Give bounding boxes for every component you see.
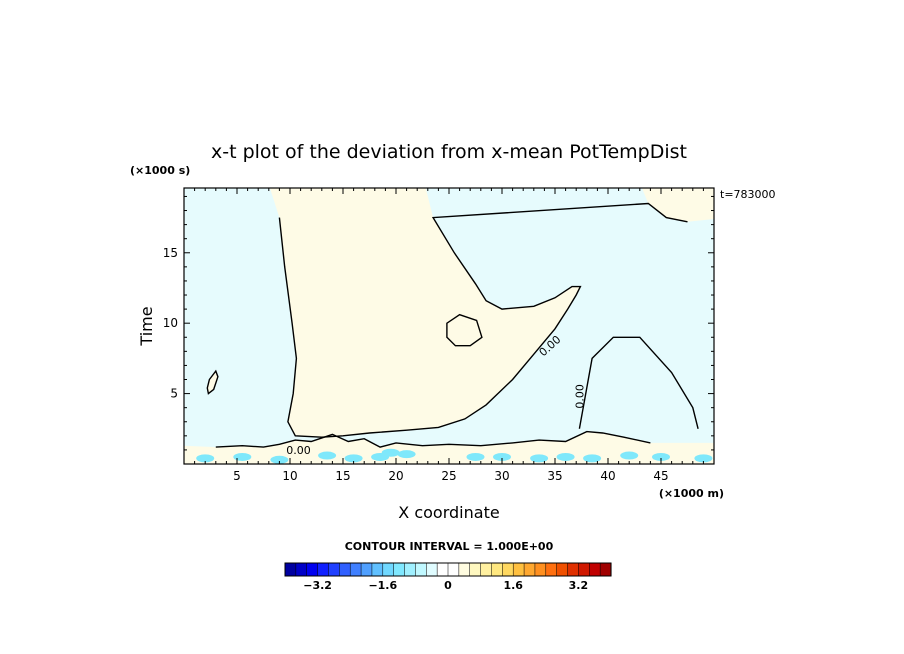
negative-region-0 bbox=[184, 188, 714, 464]
colorbar-cell-1 bbox=[295, 562, 308, 577]
zero-contour-pos-2 bbox=[215, 430, 651, 448]
contour-fills bbox=[184, 188, 714, 464]
colorbar-cell-27 bbox=[578, 562, 590, 577]
colorbar-cell-10 bbox=[393, 562, 406, 577]
y-axis: 5 10 15 bbox=[163, 195, 714, 451]
colorbar-cell-14 bbox=[436, 562, 449, 577]
positive-region-1 bbox=[207, 371, 218, 394]
x-unit-label: (×1000 m) bbox=[659, 487, 724, 500]
strong-negative-patch-12 bbox=[583, 454, 602, 463]
colorbar-cell-13 bbox=[426, 562, 438, 577]
colorbar-cell-22 bbox=[523, 562, 536, 577]
plot-area bbox=[184, 188, 714, 464]
colorbar-cell-20 bbox=[502, 562, 514, 577]
colorbar-tick-label-2: 0 bbox=[444, 579, 452, 592]
colorbar-cell-25 bbox=[556, 562, 569, 577]
chart-title: x-t plot of the deviation from x-mean Po… bbox=[211, 141, 687, 163]
colorbar-cell-18 bbox=[480, 562, 493, 577]
zero-contour-pos-1 bbox=[206, 369, 219, 395]
x-axis: 5 10 15 20 25 30 35 40 45 bbox=[194, 188, 704, 483]
colorbar-cell-15 bbox=[447, 562, 460, 577]
strong-negative-patch-11 bbox=[556, 452, 575, 461]
strong-negative-patch-1 bbox=[233, 452, 252, 461]
positive-region-0 bbox=[446, 314, 482, 346]
zero-contour-pos-0 bbox=[446, 313, 483, 347]
colorbar-cell-19 bbox=[491, 562, 503, 577]
y-tick-label-2: 15 bbox=[163, 246, 178, 260]
contour-lines bbox=[206, 202, 699, 448]
x-tick-label-6: 35 bbox=[547, 469, 562, 483]
x-tick-label-4: 25 bbox=[441, 469, 456, 483]
zero-contour-0 bbox=[278, 202, 688, 438]
positive-region-2 bbox=[184, 431, 714, 464]
y-unit-label: (×1000 s) bbox=[130, 164, 190, 177]
y-axis-label: Time bbox=[137, 306, 156, 346]
x-tick-label-8: 45 bbox=[653, 469, 668, 483]
colorbar-cell-16 bbox=[458, 562, 471, 577]
colorbar-tick-label-3: 1.6 bbox=[503, 579, 523, 592]
x-tick-label-7: 40 bbox=[600, 469, 615, 483]
strong-negative-patch-0 bbox=[196, 454, 215, 463]
zero-contour-1 bbox=[578, 336, 699, 429]
strong-negative-patch-13 bbox=[620, 451, 639, 460]
x-tick-label-5: 30 bbox=[494, 469, 509, 483]
colorbar-cell-24 bbox=[545, 562, 558, 577]
colorbar-cell-12 bbox=[415, 562, 427, 577]
colorbar-cell-21 bbox=[512, 562, 525, 577]
colorbar-cell-17 bbox=[469, 562, 482, 577]
contour-label-1: 0.00 bbox=[573, 384, 586, 409]
colorbar-cell-4 bbox=[328, 562, 340, 577]
colorbar-cell-26 bbox=[567, 562, 579, 577]
colorbar-cell-2 bbox=[306, 562, 319, 577]
colorbar-cell-0 bbox=[284, 562, 297, 577]
strong-negative-patch-2 bbox=[270, 455, 289, 464]
x-tick-label-3: 20 bbox=[388, 469, 403, 483]
colorbar-cell-23 bbox=[534, 562, 547, 577]
strong-negative-patch-6 bbox=[381, 448, 400, 457]
negative-region-1 bbox=[579, 337, 699, 429]
contour-interval-label: CONTOUR INTERVAL = 1.000E+00 bbox=[345, 540, 554, 553]
strong-negative-patch-8 bbox=[466, 452, 485, 461]
y-tick-label-0: 5 bbox=[170, 387, 178, 401]
strong-negative-patch-3 bbox=[318, 451, 337, 460]
colorbar-cell-9 bbox=[382, 562, 395, 577]
colorbar-cell-11 bbox=[404, 562, 416, 577]
strong-negative-patch-10 bbox=[530, 454, 549, 463]
strong-negative-patch-7 bbox=[397, 450, 416, 459]
strong-negative-patch-4 bbox=[344, 454, 363, 463]
y-tick-label-1: 10 bbox=[163, 316, 178, 330]
contour-label-2: 0.00 bbox=[286, 444, 311, 457]
colorbar-tick-label-1: −1.6 bbox=[368, 579, 397, 592]
colorbar-cell-5 bbox=[339, 562, 351, 577]
colorbar-cell-8 bbox=[371, 562, 384, 577]
x-tick-label-0: 5 bbox=[233, 469, 241, 483]
colorbar: −3.2 −1.6 0 1.6 3.2 bbox=[284, 562, 612, 592]
strong-negative-patch-15 bbox=[694, 454, 713, 463]
colorbar-cell-3 bbox=[317, 562, 330, 577]
colorbar-cell-7 bbox=[360, 562, 373, 577]
x-tick-label-2: 15 bbox=[335, 469, 350, 483]
colorbar-cell-28 bbox=[589, 562, 601, 577]
x-tick-label-1: 10 bbox=[282, 469, 297, 483]
colorbar-tick-label-4: 3.2 bbox=[569, 579, 589, 592]
colorbar-frame bbox=[284, 562, 612, 577]
strong-negative-patch-14 bbox=[652, 452, 670, 461]
strong-negative-patch-9 bbox=[493, 452, 511, 461]
time-stamp-label: t=783000 bbox=[720, 188, 776, 201]
colorbar-cell-6 bbox=[349, 562, 362, 577]
x-axis-label: X coordinate bbox=[398, 503, 499, 522]
colorbar-cell-29 bbox=[599, 562, 612, 577]
colorbar-tick-label-0: −3.2 bbox=[303, 579, 332, 592]
